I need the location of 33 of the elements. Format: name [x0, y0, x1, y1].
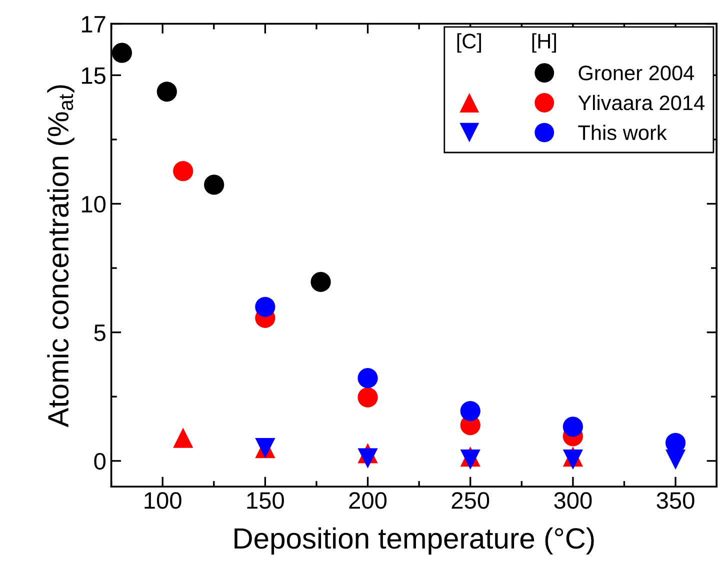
x-tick-label: 100 [144, 492, 182, 509]
point [156, 82, 177, 102]
point [173, 428, 194, 448]
point [562, 416, 584, 437]
legend-label: Ylivaara 2014 [578, 94, 705, 110]
legend-label: This work [578, 124, 667, 140]
point [358, 387, 378, 408]
point [173, 161, 194, 182]
x-tick-label: 300 [554, 492, 592, 509]
legend-label: Groner 2004 [578, 66, 694, 80]
point [204, 174, 224, 195]
point [255, 296, 276, 317]
annotation: [H] [532, 33, 556, 53]
point [665, 450, 686, 470]
x-tick-label: 250 [452, 492, 490, 509]
point [358, 368, 378, 388]
y-axis-title: Atomic concentration (%$_{at}$) [47, 85, 74, 428]
point [310, 272, 331, 292]
annotation: [C] [457, 33, 481, 53]
y-tick-label: 15 [82, 68, 106, 84]
x-tick-label: 350 [656, 492, 694, 509]
x-axis-title: Deposition temperature (°C) [234, 527, 594, 555]
point [112, 42, 132, 63]
x-tick-label: 150 [247, 492, 284, 509]
y-tick-label: 17 [82, 16, 106, 32]
point [358, 448, 378, 468]
point [460, 400, 480, 422]
point [562, 450, 584, 470]
point [460, 450, 480, 470]
y-tick-label: 0 [94, 452, 106, 470]
y-tick-label: 5 [94, 324, 106, 342]
x-tick-label: 200 [349, 492, 387, 509]
y-tick-label: 10 [82, 196, 106, 213]
